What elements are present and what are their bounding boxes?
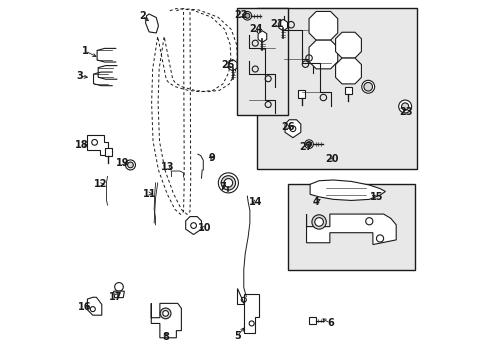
Text: 8: 8 <box>162 332 169 342</box>
Polygon shape <box>335 58 361 84</box>
Polygon shape <box>285 120 300 138</box>
Text: 5: 5 <box>233 331 240 341</box>
Circle shape <box>244 13 249 18</box>
Polygon shape <box>308 12 337 40</box>
Circle shape <box>163 311 168 316</box>
Polygon shape <box>145 14 158 33</box>
Circle shape <box>363 82 372 91</box>
Polygon shape <box>278 19 287 31</box>
Circle shape <box>115 283 123 291</box>
Bar <box>257 8 416 169</box>
Polygon shape <box>151 303 181 338</box>
Text: 2: 2 <box>139 11 145 21</box>
Text: 14: 14 <box>248 197 262 207</box>
Polygon shape <box>87 135 107 155</box>
Circle shape <box>304 140 313 148</box>
Bar <box>237 8 287 116</box>
Bar <box>287 184 414 270</box>
Polygon shape <box>113 291 124 298</box>
Text: 20: 20 <box>325 154 338 164</box>
Bar <box>298 90 305 98</box>
Polygon shape <box>185 217 201 234</box>
Text: 18: 18 <box>74 140 88 150</box>
Text: 22: 22 <box>234 10 247 20</box>
Text: 23: 23 <box>398 107 412 117</box>
Circle shape <box>221 176 235 190</box>
Text: 16: 16 <box>78 302 91 312</box>
Circle shape <box>125 160 135 170</box>
Circle shape <box>243 12 251 20</box>
Text: 9: 9 <box>208 153 215 163</box>
Polygon shape <box>258 31 266 42</box>
Bar <box>344 87 351 94</box>
Circle shape <box>306 141 311 147</box>
Text: 4: 4 <box>312 197 319 207</box>
Polygon shape <box>335 32 361 58</box>
Bar <box>308 317 316 324</box>
Polygon shape <box>308 40 337 69</box>
Text: 25: 25 <box>221 60 235 70</box>
Text: 26: 26 <box>280 122 294 132</box>
Text: 21: 21 <box>269 19 283 29</box>
Circle shape <box>218 173 238 193</box>
Text: 13: 13 <box>161 162 174 172</box>
Text: 15: 15 <box>370 192 383 202</box>
Circle shape <box>314 218 323 226</box>
Polygon shape <box>309 180 385 201</box>
Circle shape <box>361 80 374 93</box>
Text: 17: 17 <box>108 292 122 302</box>
Text: 3: 3 <box>76 71 83 81</box>
Circle shape <box>127 162 133 168</box>
Text: 7: 7 <box>219 182 226 192</box>
Polygon shape <box>237 288 258 333</box>
Polygon shape <box>228 59 237 71</box>
Text: 10: 10 <box>198 224 211 233</box>
Text: 27: 27 <box>299 142 312 152</box>
Bar <box>104 148 112 156</box>
Circle shape <box>160 308 171 319</box>
Text: 6: 6 <box>326 319 333 328</box>
Polygon shape <box>306 214 395 244</box>
Text: 19: 19 <box>116 158 129 168</box>
Circle shape <box>401 103 408 110</box>
Polygon shape <box>87 297 102 315</box>
Circle shape <box>398 100 411 113</box>
Circle shape <box>224 179 232 187</box>
Text: 12: 12 <box>93 179 107 189</box>
Text: 1: 1 <box>81 46 88 56</box>
Text: 24: 24 <box>249 24 263 35</box>
Text: 11: 11 <box>142 189 156 199</box>
Circle shape <box>311 215 325 229</box>
